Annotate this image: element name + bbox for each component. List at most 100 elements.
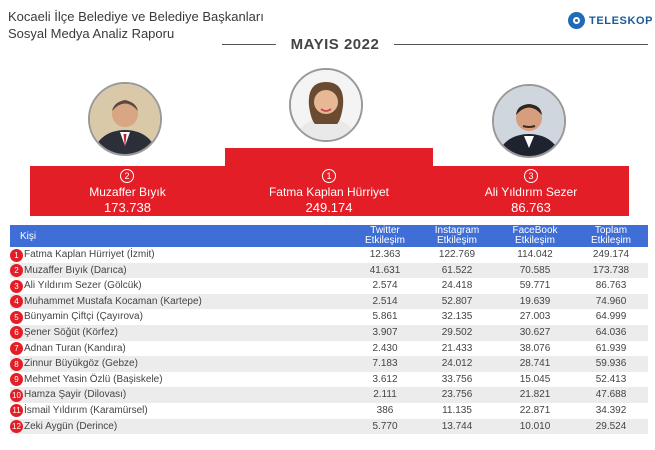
avatar-third-place: [492, 84, 566, 158]
row-instagram: 61.522: [441, 264, 473, 276]
podium-score: 86.763: [511, 200, 551, 215]
teleskop-logo-icon: [568, 12, 585, 29]
row-total: 86.763: [595, 280, 627, 292]
row-instagram: 24.418: [441, 280, 473, 292]
row-facebook: 114.042: [517, 249, 553, 260]
row-twitter: 41.631: [369, 264, 401, 276]
row-name: Mehmet Yasin Özlü (Başiskele): [24, 373, 163, 385]
row-twitter: 7.183: [372, 358, 398, 370]
row-name: Şener Söğüt (Körfez): [24, 326, 118, 338]
row-name: Zinnur Büyükgöz (Gebze): [24, 358, 138, 370]
row-total: 52.413: [595, 373, 627, 385]
row-name: Hamza Şayir (Dilovası): [24, 389, 127, 401]
row-facebook: 30.627: [519, 326, 551, 338]
column-header-facebook: FaceBook Etkileşim: [512, 225, 558, 246]
row-instagram: 23.756: [441, 389, 473, 401]
podium-rank-badge: 2: [120, 169, 134, 183]
podium-score: 249.174: [305, 200, 353, 215]
row-twitter: 2.430: [372, 342, 398, 354]
teleskop-logo-text: TELESKOP: [589, 14, 654, 27]
table-row: 8 Zinnur Büyükgöz (Gebze) 7.183 24.012 2…: [10, 356, 648, 372]
row-rank-badge: 12: [10, 420, 23, 434]
podium-first-place: 1 Fatma Kaplan Hürriyet 249.174: [225, 148, 433, 216]
row-rank-badge: 3: [10, 279, 23, 293]
avatar-first-place: [289, 68, 363, 142]
row-name: Muzaffer Bıyık (Darıca): [24, 264, 127, 276]
row-total: 249.174: [592, 249, 630, 260]
row-twitter: 3.907: [372, 326, 398, 338]
row-total: 74.960: [595, 295, 627, 307]
row-total: 59.936: [595, 358, 627, 370]
row-instagram: 33.756: [441, 373, 473, 385]
row-rank-badge: 11: [10, 404, 23, 418]
podium-second-place: 2 Muzaffer Bıyık 173.738: [30, 166, 225, 216]
row-twitter: 3.612: [372, 373, 398, 385]
row-name: Zeki Aygün (Derince): [24, 420, 118, 432]
podium-score: 173.738: [104, 200, 151, 215]
row-instagram: 11.135: [442, 404, 472, 416]
table-row: 6 Şener Söğüt (Körfez) 3.907 29.502 30.6…: [10, 324, 648, 341]
row-total: 61.939: [595, 342, 627, 354]
row-rank-badge: 9: [10, 373, 23, 387]
report-month: MAYIS 2022: [290, 36, 380, 53]
table-row: 7 Adnan Turan (Kandıra) 2.430 21.433 38.…: [10, 341, 648, 357]
row-facebook: 21.821: [519, 389, 551, 401]
column-header-twitter: Twitter Etkileşim: [364, 225, 405, 246]
table-row: 9 Mehmet Yasin Özlü (Başiskele) 3.612 33…: [10, 372, 648, 388]
row-rank-badge: 5: [10, 310, 23, 324]
teleskop-logo: TELESKOP: [568, 12, 653, 29]
podium-name: Muzaffer Bıyık: [89, 185, 166, 199]
row-twitter: 386: [376, 404, 394, 416]
row-facebook: 59.771: [519, 280, 551, 292]
podium-name: Fatma Kaplan Hürriyet: [268, 185, 390, 199]
row-rank-badge: 6: [10, 326, 23, 340]
row-rank-badge: 8: [10, 357, 23, 371]
row-total: 64.036: [595, 326, 627, 338]
report-title-line2: Sosyal Medya Analiz Raporu: [8, 26, 175, 41]
table-row: 2 Muzaffer Bıyık (Darıca) 41.631 61.522 …: [10, 262, 648, 279]
row-instagram: 32.135: [441, 311, 473, 323]
row-twitter: 2.111: [373, 389, 397, 401]
podium-rank-badge: 1: [322, 169, 336, 183]
podium-rank-badge: 3: [524, 169, 538, 183]
row-total: 34.392: [595, 404, 627, 416]
column-header-toplam: Toplam Etkileşim: [590, 225, 631, 246]
row-rank-badge: 4: [10, 295, 23, 309]
row-rank-badge: 10: [10, 388, 23, 402]
report-title: Kocaeli İlçe Belediye ve Belediye Başkan…: [8, 8, 338, 42]
table-row: 5 Bünyamin Çiftçi (Çayırova) 5.861 32.13…: [10, 309, 648, 325]
row-instagram: 52.807: [441, 295, 473, 307]
row-total: 47.688: [595, 389, 627, 401]
row-twitter: 2.514: [372, 295, 398, 307]
row-instagram: 122.769: [438, 249, 476, 260]
row-name: Adnan Turan (Kandıra): [24, 342, 126, 354]
row-facebook: 15.045: [519, 373, 551, 385]
row-name: İsmail Yıldırım (Karamürsel): [24, 404, 148, 416]
column-header-kisi: Kişi: [20, 231, 37, 242]
table-row: 12 Zeki Aygün (Derince) 5.770 13.744 10.…: [10, 418, 648, 435]
row-instagram: 21.433: [441, 342, 473, 354]
row-instagram: 13.744: [441, 420, 473, 432]
avatar-second-place: [88, 82, 162, 156]
row-twitter: 5.770: [372, 420, 398, 432]
row-total: 173.738: [592, 264, 630, 276]
ranking-table: 1 Fatma Kaplan Hürriyet (İzmit) 12.363 1…: [10, 247, 648, 435]
table-row: 1 Fatma Kaplan Hürriyet (İzmit) 12.363 1…: [10, 247, 648, 263]
row-twitter: 5.861: [372, 311, 398, 323]
table-row: 10 Hamza Şayir (Dilovası) 2.111 23.756 2…: [10, 387, 648, 403]
table-row: 3 Ali Yıldırım Sezer (Gölcük) 2.574 24.4…: [10, 278, 648, 294]
table-row: 11 İsmail Yıldırım (Karamürsel) 386 11.1…: [10, 403, 648, 419]
row-facebook: 22.871: [519, 404, 551, 416]
row-rank-badge: 2: [10, 264, 23, 278]
row-name: Ali Yıldırım Sezer (Gölcük): [24, 280, 142, 292]
row-facebook: 19.639: [519, 295, 551, 307]
row-rank-badge: 1: [10, 248, 23, 262]
row-facebook: 38.076: [519, 342, 551, 354]
row-facebook: 70.585: [519, 264, 551, 276]
row-total: 29.524: [595, 420, 627, 432]
podium-name: Ali Yıldırım Sezer: [484, 185, 578, 199]
row-name: Bünyamin Çiftçi (Çayırova): [24, 311, 143, 323]
report-title-line1: Kocaeli İlçe Belediye ve Belediye Başkan…: [8, 9, 264, 24]
row-facebook: 27.003: [519, 311, 551, 323]
row-instagram: 24.012: [441, 358, 473, 370]
